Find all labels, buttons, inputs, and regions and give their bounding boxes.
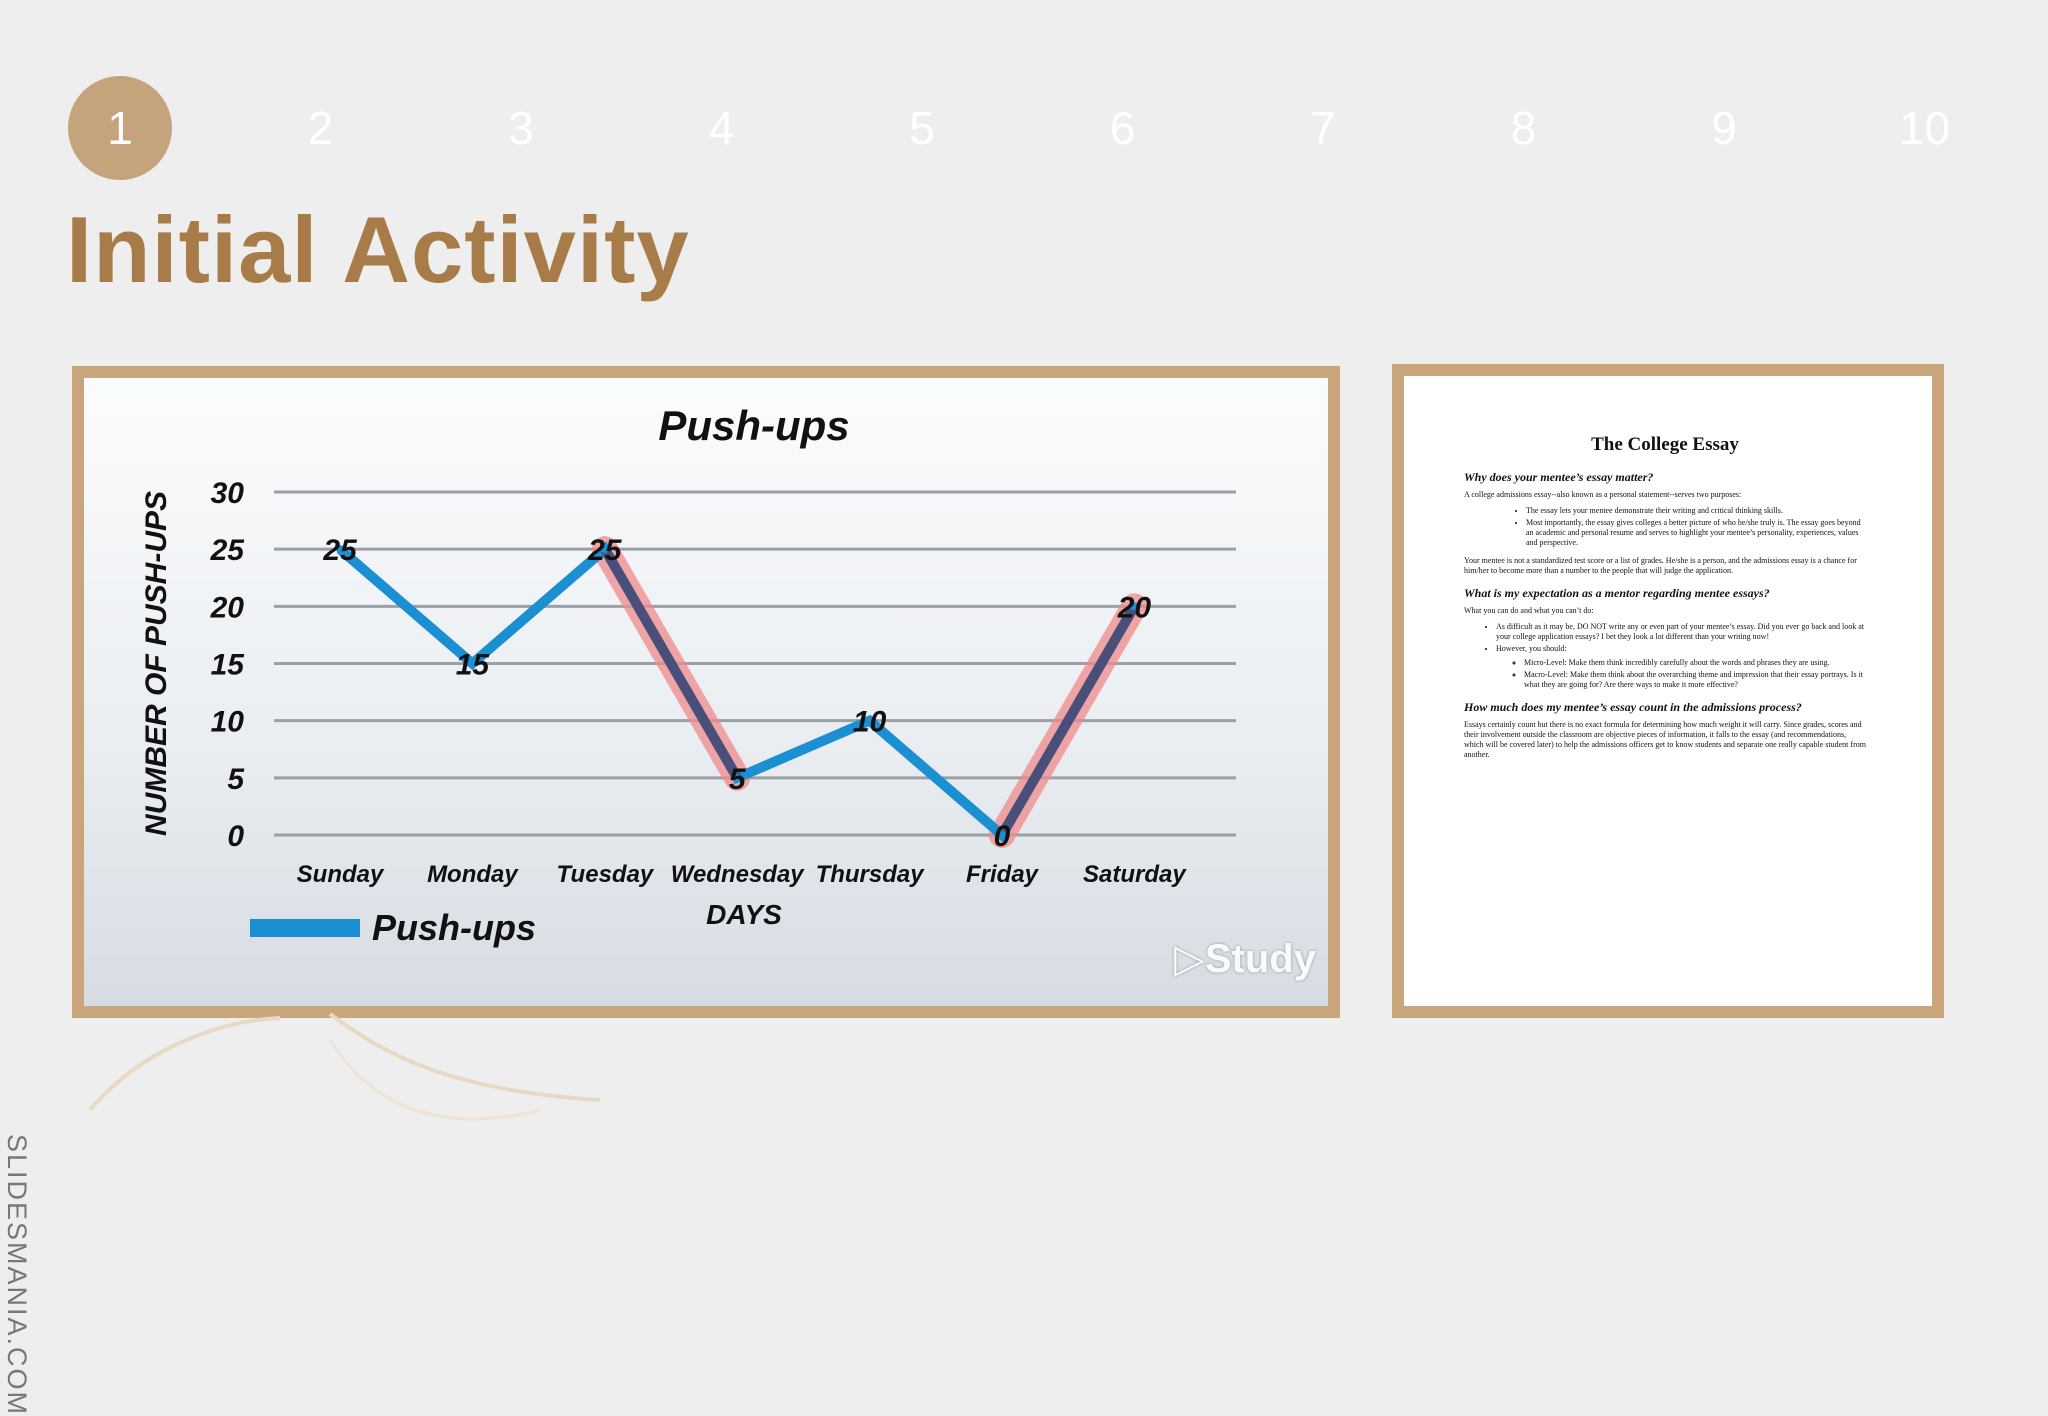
chart-image-frame: Push-ups 0 5 10 15 20 25 30 NUMBER OF PUSH-UPS Su…: [72, 366, 1340, 1018]
data-label: 15: [456, 649, 491, 682]
pushups-chart: Push-ups 0 5 10 15 20 25 30 NUMBER OF PUSH-UPS Su…: [84, 378, 1328, 1006]
document-paragraph: A college admissions essay--also known a…: [1464, 490, 1742, 499]
slide-title: Initial Activity: [66, 197, 690, 302]
slide-number-nav: 1 2 3 4 5 6 7 8 9 10: [68, 76, 1968, 180]
list-item: Most importantly, the essay gives colleg…: [1526, 518, 1866, 548]
x-tick-label: Sunday: [297, 861, 385, 888]
data-label: 0: [994, 820, 1011, 853]
slide-nav-item-6[interactable]: 6: [1109, 102, 1136, 154]
y-tick-label: 10: [211, 706, 245, 739]
watermark-text: Study: [1204, 937, 1316, 981]
list-item: Macro-Level: Make them think about the o…: [1524, 670, 1866, 690]
y-tick-label: 15: [211, 649, 246, 682]
document-image-frame: The College Essay Why does your mentee’s…: [1392, 364, 1944, 1018]
x-tick-label: Tuesday: [556, 861, 655, 888]
slide-nav-item-9[interactable]: 9: [1711, 102, 1737, 154]
document-heading-3: How much does my mentee’s essay count in…: [1464, 700, 1802, 714]
data-point: [468, 659, 477, 668]
document-heading-2: What is my expectation as a mentor regar…: [1464, 586, 1770, 600]
data-label: 20: [1117, 591, 1152, 624]
list-item: Micro-Level: Make them think incredibly …: [1524, 658, 1866, 668]
study-watermark: ▷Study: [1174, 936, 1316, 982]
data-label: 10: [853, 706, 887, 739]
side-brand-text: SLIDESMANIA.COM: [2, 1134, 32, 1416]
list-item-label: However, you should:: [1496, 644, 1567, 653]
decorative-doodle: [88, 1012, 601, 1121]
y-tick-label: 0: [227, 820, 244, 853]
data-point: [1130, 602, 1139, 611]
slide-nav-item-10[interactable]: 10: [1898, 102, 1951, 154]
data-point: [336, 545, 344, 554]
slide-nav-item-8[interactable]: 8: [1510, 102, 1537, 154]
highlight-overlay: [600, 546, 742, 781]
data-point: [600, 545, 609, 554]
list-item: However, you should: Micro-Level: Make t…: [1496, 644, 1866, 690]
data-label: 5: [729, 763, 747, 796]
slide-nav-item-4[interactable]: 4: [708, 102, 735, 154]
data-point: [998, 831, 1006, 839]
highlight-overlay: [997, 603, 1139, 838]
slide-nav-item-1[interactable]: 1: [68, 76, 172, 180]
data-point: [733, 773, 742, 782]
x-axis-label: DAYS: [706, 899, 782, 930]
document-sub-list: Micro-Level: Make them think incredibly …: [1496, 658, 1866, 690]
y-tick-label: 5: [227, 763, 245, 796]
list-item: As difficult as it may be, DO NOT write …: [1496, 622, 1866, 642]
document-bullet-list: As difficult as it may be, DO NOT write …: [1464, 622, 1866, 690]
data-point: [865, 716, 874, 725]
data-label: 25: [587, 534, 623, 567]
data-label: 25: [322, 534, 358, 567]
y-tick-label: 20: [210, 591, 245, 624]
pushups-line-chart: Push-ups 0 5 10 15 20 25 30 NUMBER OF PUSH-UPS Su…: [140, 402, 1236, 948]
legend-label-pushups: Push-ups: [372, 907, 536, 948]
legend-swatch-pushups: [250, 919, 360, 937]
slide-nav-item-7[interactable]: 7: [1310, 102, 1336, 154]
list-item: The essay lets your mentee demonstrate t…: [1526, 506, 1866, 516]
document-paragraph: What you can do and what you can’t do:: [1464, 606, 1594, 615]
y-tick-label: 25: [210, 534, 246, 567]
play-icon: ▷: [1174, 937, 1205, 981]
x-tick-label: Monday: [427, 861, 519, 888]
x-tick-label: Saturday: [1083, 861, 1187, 888]
slide-nav-item-5[interactable]: 5: [909, 102, 935, 154]
document-bullet-list: The essay lets your mentee demonstrate t…: [1464, 506, 1866, 548]
document-heading-1: Why does your mentee’s essay matter?: [1464, 470, 1654, 484]
slide-nav-item-2[interactable]: 2: [307, 102, 334, 154]
x-tick-label: Wednesday: [671, 861, 806, 888]
document-paragraph: Your mentee is not a standardized test s…: [1464, 556, 1857, 575]
chart-title: Push-ups: [658, 402, 849, 449]
slide-nav-item-3[interactable]: 3: [508, 102, 534, 154]
college-essay-document: The College Essay Why does your mentee’s…: [1404, 376, 1932, 1006]
document-title: The College Essay: [1591, 434, 1739, 455]
document-paragraph: Essays certainly count but there is no e…: [1464, 720, 1866, 759]
x-tick-label: Thursday: [816, 861, 926, 888]
y-axis-label: NUMBER OF PUSH-UPS: [140, 491, 173, 836]
y-tick-label: 30: [211, 477, 245, 510]
x-tick-label: Friday: [966, 861, 1040, 888]
